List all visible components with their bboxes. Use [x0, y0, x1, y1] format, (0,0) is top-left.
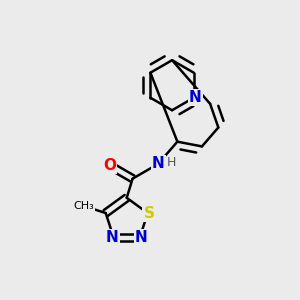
Text: O: O	[103, 158, 116, 173]
Text: N: N	[152, 156, 164, 171]
Text: CH₃: CH₃	[74, 201, 94, 211]
Text: H: H	[167, 156, 176, 169]
Text: S: S	[144, 206, 155, 220]
Text: N: N	[135, 230, 148, 245]
Text: N: N	[189, 90, 202, 105]
Text: N: N	[106, 230, 118, 245]
